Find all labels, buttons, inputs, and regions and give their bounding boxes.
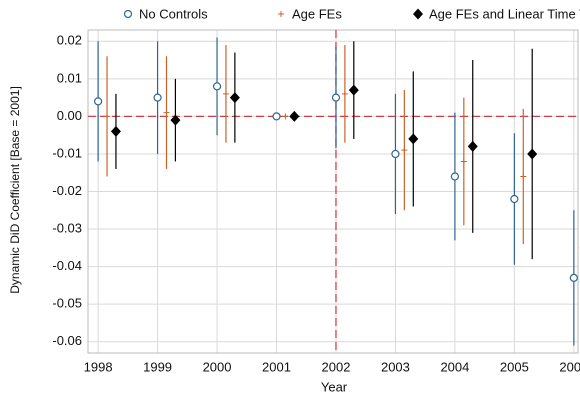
point xyxy=(229,92,240,104)
point xyxy=(110,125,121,137)
point xyxy=(104,113,111,120)
plot-frame xyxy=(87,29,579,354)
point xyxy=(163,109,170,116)
x-tick-label: 2004 xyxy=(440,359,469,374)
x-axis-label: Year xyxy=(321,379,348,394)
legend-label: No Controls xyxy=(139,6,208,21)
point xyxy=(401,147,408,154)
y-tick-label: -0.04 xyxy=(52,258,82,273)
point xyxy=(520,173,527,180)
point xyxy=(170,114,181,126)
point xyxy=(331,93,341,102)
point xyxy=(289,110,300,122)
point xyxy=(450,172,460,181)
legend-marker xyxy=(278,11,284,17)
legend-marker xyxy=(123,9,133,19)
point xyxy=(212,82,222,91)
legend-label: Age FEs xyxy=(292,6,342,21)
y-axis-label: Dynamic DiD Coefficient [Base = 2001] xyxy=(8,86,22,294)
point xyxy=(460,158,467,165)
point xyxy=(348,84,359,96)
point xyxy=(94,97,103,106)
y-tick-label: -0.05 xyxy=(52,296,82,311)
y-tick-label: -0.03 xyxy=(52,220,82,235)
point xyxy=(569,273,578,282)
legend-marker xyxy=(413,8,423,20)
x-tick-label: 2001 xyxy=(262,359,291,374)
point xyxy=(391,149,400,159)
x-tick-label: 1998 xyxy=(84,359,113,374)
point xyxy=(282,113,289,120)
point xyxy=(341,90,348,97)
point xyxy=(272,112,281,121)
x-tick-label: 2005 xyxy=(500,359,529,374)
x-tick-label: 1999 xyxy=(143,359,172,374)
y-tick-label: 0.00 xyxy=(57,108,82,123)
point xyxy=(153,93,162,102)
y-tick-label: -0.06 xyxy=(52,333,82,348)
legend-label: Age FEs and Linear Time Trends xyxy=(429,6,580,21)
y-tick-label: -0.02 xyxy=(52,183,82,198)
point xyxy=(222,90,229,97)
y-tick-label: 0.02 xyxy=(57,33,82,48)
x-tick-label: 2006 xyxy=(559,359,580,374)
x-tick-label: 2003 xyxy=(381,359,410,374)
x-tick-label: 2002 xyxy=(322,359,351,374)
point xyxy=(510,194,519,204)
point xyxy=(467,140,478,152)
point xyxy=(527,148,538,160)
x-tick-label: 2000 xyxy=(203,359,232,374)
y-tick-label: -0.01 xyxy=(52,145,82,160)
point xyxy=(408,133,419,145)
y-tick-label: 0.01 xyxy=(57,70,82,85)
